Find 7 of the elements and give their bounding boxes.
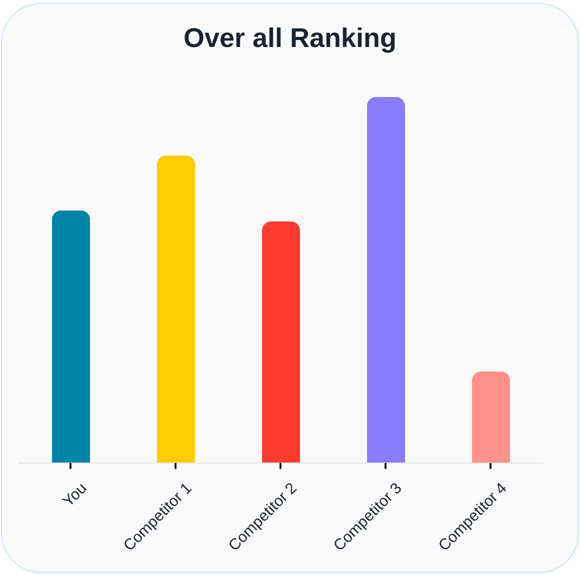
bar	[52, 210, 90, 463]
x-tick-label: You	[60, 480, 90, 510]
bar	[262, 221, 300, 463]
bar	[157, 156, 195, 463]
bar	[367, 97, 405, 463]
chart-title: Over all Ranking	[182, 23, 398, 54]
bar	[472, 372, 510, 463]
